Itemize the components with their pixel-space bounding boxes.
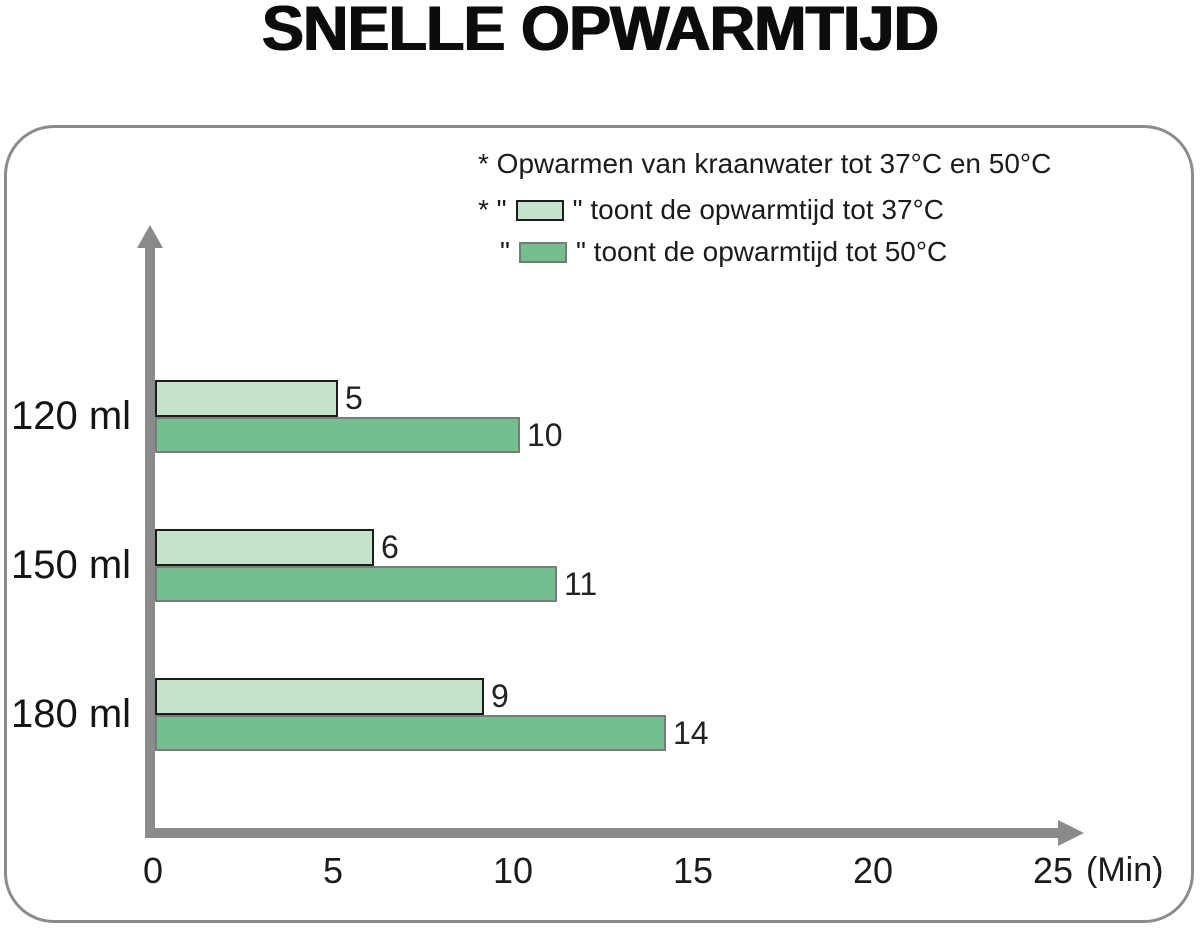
- value-label: 9: [491, 678, 509, 714]
- x-axis-line: [145, 828, 1058, 838]
- x-tick-label: 15: [672, 850, 714, 891]
- value-label: 11: [564, 566, 598, 602]
- legend-item-37c-prefix: * ": [478, 194, 507, 225]
- chart-title: SNELLE OPWARMTIJD: [261, 0, 939, 64]
- legend-swatch-37c: [515, 199, 564, 221]
- bar-150ml-series1: [155, 566, 557, 602]
- legend-item-50c-prefix: ": [500, 236, 510, 267]
- category-label: 180 ml: [10, 692, 132, 736]
- legend-item-50c-suffix: " toont de opwarmtijd tot 50°C: [575, 236, 948, 267]
- category-label: 150 ml: [10, 543, 132, 587]
- chart-legend: * Opwarmen van kraanwater tot 37°C en 50…: [478, 146, 1051, 277]
- legend-item-37c-suffix: " toont de opwarmtijd tot 37°C: [572, 194, 944, 225]
- bar-120ml-series0: [155, 380, 338, 417]
- value-label: 5: [345, 380, 363, 416]
- value-label: 10: [527, 417, 563, 453]
- value-label: 14: [673, 715, 709, 751]
- x-tick-label: 5: [322, 850, 344, 891]
- x-axis-arrow-icon: [1058, 820, 1084, 846]
- value-label: 6: [381, 529, 399, 565]
- x-tick-label: 10: [492, 850, 534, 891]
- legend-item-37c: * " " toont de opwarmtijd tot 37°C: [478, 193, 1051, 227]
- x-axis-unit-label: (Min): [1086, 851, 1164, 889]
- y-axis-line: [145, 246, 155, 838]
- legend-note: * Opwarmen van kraanwater tot 37°C en 50…: [478, 148, 1052, 179]
- bar-180ml-series0: [155, 678, 484, 715]
- x-tick-label: 0: [142, 850, 164, 891]
- y-axis-arrow-icon: [137, 225, 163, 248]
- bar-180ml-series1: [155, 715, 666, 751]
- x-tick-label: 20: [852, 850, 894, 891]
- chart-panel: [4, 125, 1194, 923]
- bar-120ml-series1: [155, 417, 520, 453]
- x-tick-label: 25: [1032, 850, 1074, 891]
- legend-swatch-50c: [518, 241, 567, 263]
- category-label: 120 ml: [10, 394, 132, 438]
- legend-item-50c: " " toont de opwarmtijd tot 50°C: [478, 235, 1051, 269]
- bar-150ml-series0: [155, 529, 374, 566]
